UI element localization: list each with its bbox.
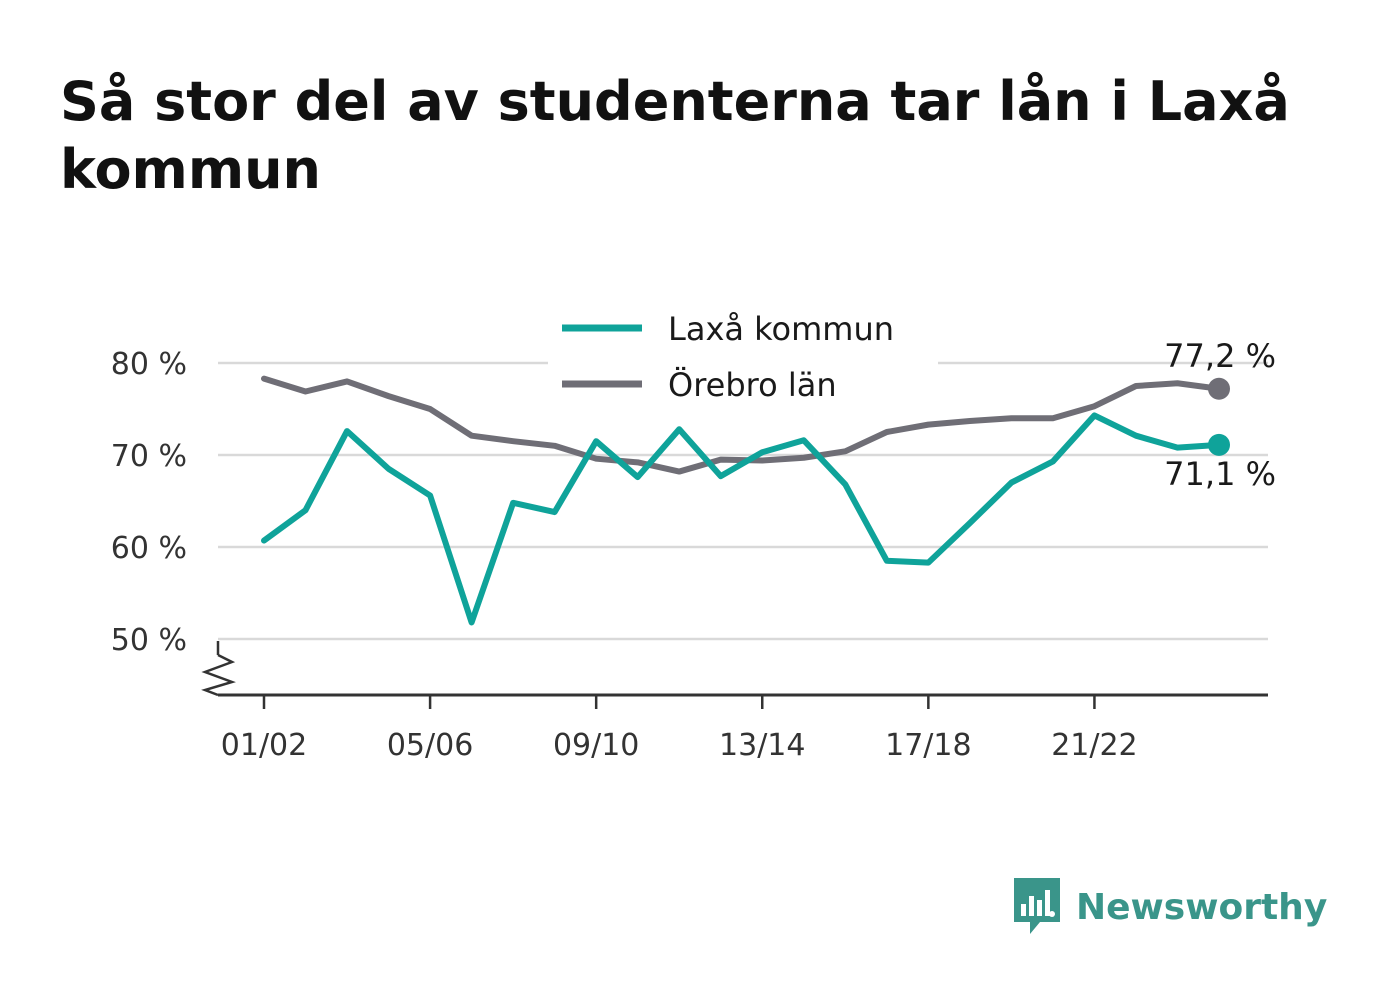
newsworthy-brand: Newsworthy [1012, 876, 1327, 938]
legend-label: Örebro län [668, 366, 837, 404]
y-tick-label: 80 % [111, 347, 187, 382]
x-tick-label: 21/22 [1051, 728, 1137, 763]
x-tick-label: 17/18 [885, 728, 971, 763]
x-tick-label: 09/10 [553, 728, 639, 763]
y-axis-break [201, 653, 236, 697]
end-label-orebro: 77,2 % [1164, 337, 1276, 375]
end-label-laxa: 71,1 % [1164, 455, 1276, 493]
series-line-orebro [261, 375, 1222, 475]
y-tick-label: 50 % [111, 623, 187, 658]
x-tick-label: 05/06 [387, 728, 473, 763]
brand-name: Newsworthy [1076, 886, 1328, 928]
legend: Laxå kommun Örebro län [548, 302, 938, 410]
x-tick-label: 13/14 [719, 728, 805, 763]
series-lines [261, 375, 1230, 626]
legend-label: Laxå kommun [668, 310, 894, 348]
series-endpoint [1208, 433, 1230, 456]
end-labels: 77,2 % 71,1 % [1164, 337, 1276, 493]
axes: 50 % 60 % 70 % 80 % 01/02 05/06 09/10 13/14 17/1… [111, 347, 1268, 763]
newsworthy-logo-icon [1014, 878, 1060, 934]
x-tick-label: 01/02 [221, 728, 307, 763]
y-tick-label: 70 % [111, 439, 187, 474]
series-line-laxa [261, 412, 1222, 626]
y-tick-label: 60 % [111, 531, 187, 566]
legend-background [548, 302, 938, 410]
series-endpoint [1208, 377, 1230, 400]
chart-title: Så stor del av studenterna tar lån i Lax… [60, 70, 1290, 201]
